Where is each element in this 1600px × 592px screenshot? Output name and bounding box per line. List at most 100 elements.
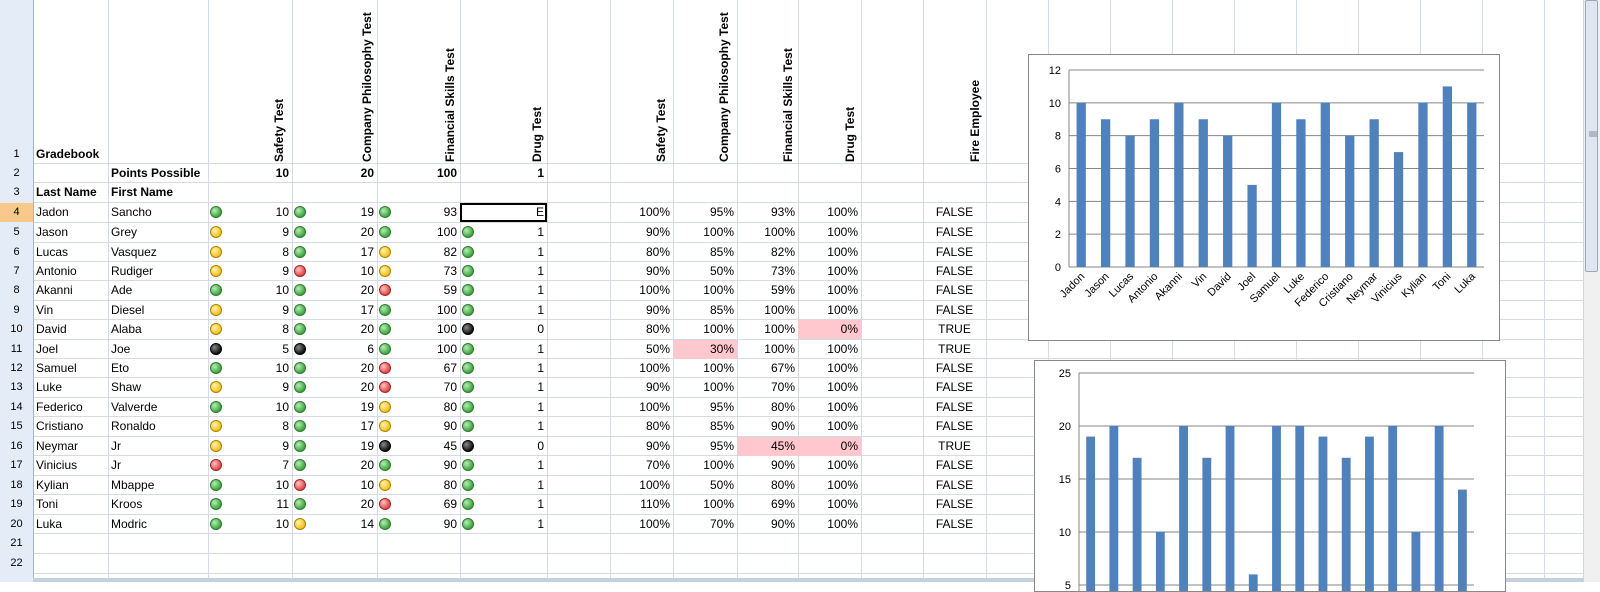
- percent-philosophy[interactable]: 100%: [703, 458, 734, 472]
- chart-1[interactable]: 0 2 4 6 8 10 12 Jadon Jason Lucas Antonio Akanni Vin…: [1028, 54, 1500, 341]
- chart-2[interactable]: 5 10 15 20 25: [1034, 360, 1506, 592]
- percent-drug[interactable]: 100%: [827, 419, 858, 433]
- score-financial[interactable]: 45: [443, 439, 457, 453]
- percent-safety[interactable]: 80%: [645, 322, 670, 336]
- score-drug[interactable]: 1: [537, 225, 544, 239]
- score-safety[interactable]: 8: [282, 245, 289, 259]
- percent-financial[interactable]: 80%: [770, 478, 795, 492]
- vertical-scrollbar[interactable]: [1583, 0, 1600, 582]
- student-last-name[interactable]: Jadon: [36, 205, 69, 219]
- student-last-name[interactable]: Kylian: [36, 478, 69, 492]
- score-drug[interactable]: 1: [537, 380, 544, 394]
- score-safety[interactable]: 9: [282, 380, 289, 394]
- score-philosophy[interactable]: 17: [360, 419, 374, 433]
- percent-drug[interactable]: 100%: [827, 303, 858, 317]
- score-safety[interactable]: 10: [275, 517, 289, 531]
- student-last-name[interactable]: Joel: [36, 342, 59, 356]
- student-first-name[interactable]: Valverde: [111, 400, 158, 414]
- score-philosophy[interactable]: 20: [360, 380, 374, 394]
- score-financial[interactable]: 69: [443, 497, 457, 511]
- percent-drug[interactable]: 100%: [827, 361, 858, 375]
- score-safety[interactable]: 11: [276, 497, 289, 511]
- fire-employee-value[interactable]: FALSE: [935, 458, 974, 472]
- row-number-22[interactable]: 22: [10, 557, 23, 569]
- row-number-20[interactable]: 20: [10, 518, 23, 530]
- percent-drug[interactable]: 100%: [827, 458, 858, 472]
- row-number-5[interactable]: 5: [13, 226, 20, 238]
- fire-employee-value[interactable]: FALSE: [935, 497, 974, 511]
- percent-financial[interactable]: 90%: [770, 517, 795, 531]
- row-number-12[interactable]: 12: [10, 362, 23, 374]
- score-safety[interactable]: 10: [275, 283, 289, 297]
- percent-financial[interactable]: 93%: [770, 205, 795, 219]
- fire-employee-value[interactable]: FALSE: [935, 517, 974, 531]
- percent-safety[interactable]: 50%: [645, 342, 670, 356]
- score-safety[interactable]: 9: [282, 439, 289, 453]
- score-safety[interactable]: 9: [282, 264, 289, 278]
- score-philosophy[interactable]: 20: [360, 458, 374, 472]
- percent-philosophy[interactable]: 50%: [709, 478, 734, 492]
- row-number-8[interactable]: 8: [13, 284, 20, 296]
- percent-financial[interactable]: 70%: [770, 380, 795, 394]
- student-first-name[interactable]: Sancho: [111, 205, 152, 219]
- percent-philosophy[interactable]: 100%: [703, 380, 734, 394]
- fire-employee-value[interactable]: FALSE: [935, 400, 974, 414]
- score-drug[interactable]: 1: [537, 517, 544, 531]
- percent-drug[interactable]: 0%: [798, 437, 861, 456]
- percent-safety[interactable]: 100%: [639, 361, 670, 375]
- row-number-10[interactable]: 10: [10, 323, 23, 335]
- score-safety[interactable]: 9: [282, 225, 289, 239]
- sheet-tab-bar[interactable]: [33, 578, 1584, 582]
- percent-financial[interactable]: 100%: [764, 303, 795, 317]
- score-drug[interactable]: 1: [537, 497, 544, 511]
- row-number-9[interactable]: 9: [13, 304, 20, 316]
- student-first-name[interactable]: Diesel: [111, 303, 145, 317]
- student-first-name[interactable]: Alaba: [111, 322, 142, 336]
- score-safety[interactable]: 7: [282, 458, 289, 472]
- score-financial[interactable]: 100: [436, 342, 457, 356]
- percent-drug[interactable]: 100%: [827, 342, 858, 356]
- percent-safety[interactable]: 110%: [640, 497, 670, 511]
- student-first-name[interactable]: Kroos: [111, 497, 143, 511]
- percent-drug[interactable]: 100%: [827, 497, 858, 511]
- percent-drug[interactable]: 100%: [827, 380, 858, 394]
- percent-philosophy[interactable]: 100%: [703, 225, 734, 239]
- score-philosophy[interactable]: 19: [360, 439, 374, 453]
- percent-drug[interactable]: 100%: [827, 245, 858, 259]
- fire-employee-value[interactable]: FALSE: [935, 478, 974, 492]
- percent-philosophy[interactable]: 85%: [709, 245, 734, 259]
- student-last-name[interactable]: Samuel: [36, 361, 77, 375]
- score-drug[interactable]: 1: [537, 361, 544, 375]
- percent-financial[interactable]: 100%: [764, 322, 795, 336]
- points-possible-value[interactable]: 1: [537, 166, 544, 180]
- percent-safety[interactable]: 70%: [645, 458, 670, 472]
- score-philosophy[interactable]: 19: [360, 205, 374, 219]
- score-drug[interactable]: 1: [537, 245, 544, 259]
- student-first-name[interactable]: Mbappe: [111, 478, 155, 492]
- fire-employee-value[interactable]: TRUE: [938, 342, 971, 356]
- score-drug[interactable]: 1: [537, 264, 544, 278]
- row-number-21[interactable]: 21: [10, 537, 23, 549]
- percent-philosophy[interactable]: 100%: [703, 283, 734, 297]
- row-number-13[interactable]: 13: [10, 381, 23, 393]
- percent-safety[interactable]: 100%: [639, 517, 670, 531]
- score-drug[interactable]: 1: [537, 458, 544, 472]
- student-last-name[interactable]: Cristiano: [36, 419, 84, 433]
- fire-employee-value[interactable]: FALSE: [935, 380, 974, 394]
- score-safety[interactable]: 8: [282, 419, 289, 433]
- score-financial[interactable]: 90: [443, 517, 457, 531]
- percent-financial[interactable]: 100%: [764, 225, 795, 239]
- percent-philosophy[interactable]: 85%: [709, 303, 734, 317]
- student-first-name[interactable]: Ade: [111, 283, 133, 297]
- score-financial[interactable]: 100: [436, 303, 457, 317]
- percent-safety[interactable]: 90%: [645, 380, 670, 394]
- percent-drug[interactable]: 100%: [827, 283, 858, 297]
- percent-financial[interactable]: 90%: [770, 458, 795, 472]
- score-philosophy[interactable]: 10: [360, 478, 374, 492]
- student-last-name[interactable]: Neymar: [36, 439, 79, 453]
- percent-philosophy[interactable]: 85%: [709, 419, 734, 433]
- percent-drug[interactable]: 100%: [827, 225, 858, 239]
- student-last-name[interactable]: Vinicius: [36, 458, 78, 472]
- percent-drug[interactable]: 100%: [827, 400, 858, 414]
- row-number-15[interactable]: 15: [10, 420, 23, 432]
